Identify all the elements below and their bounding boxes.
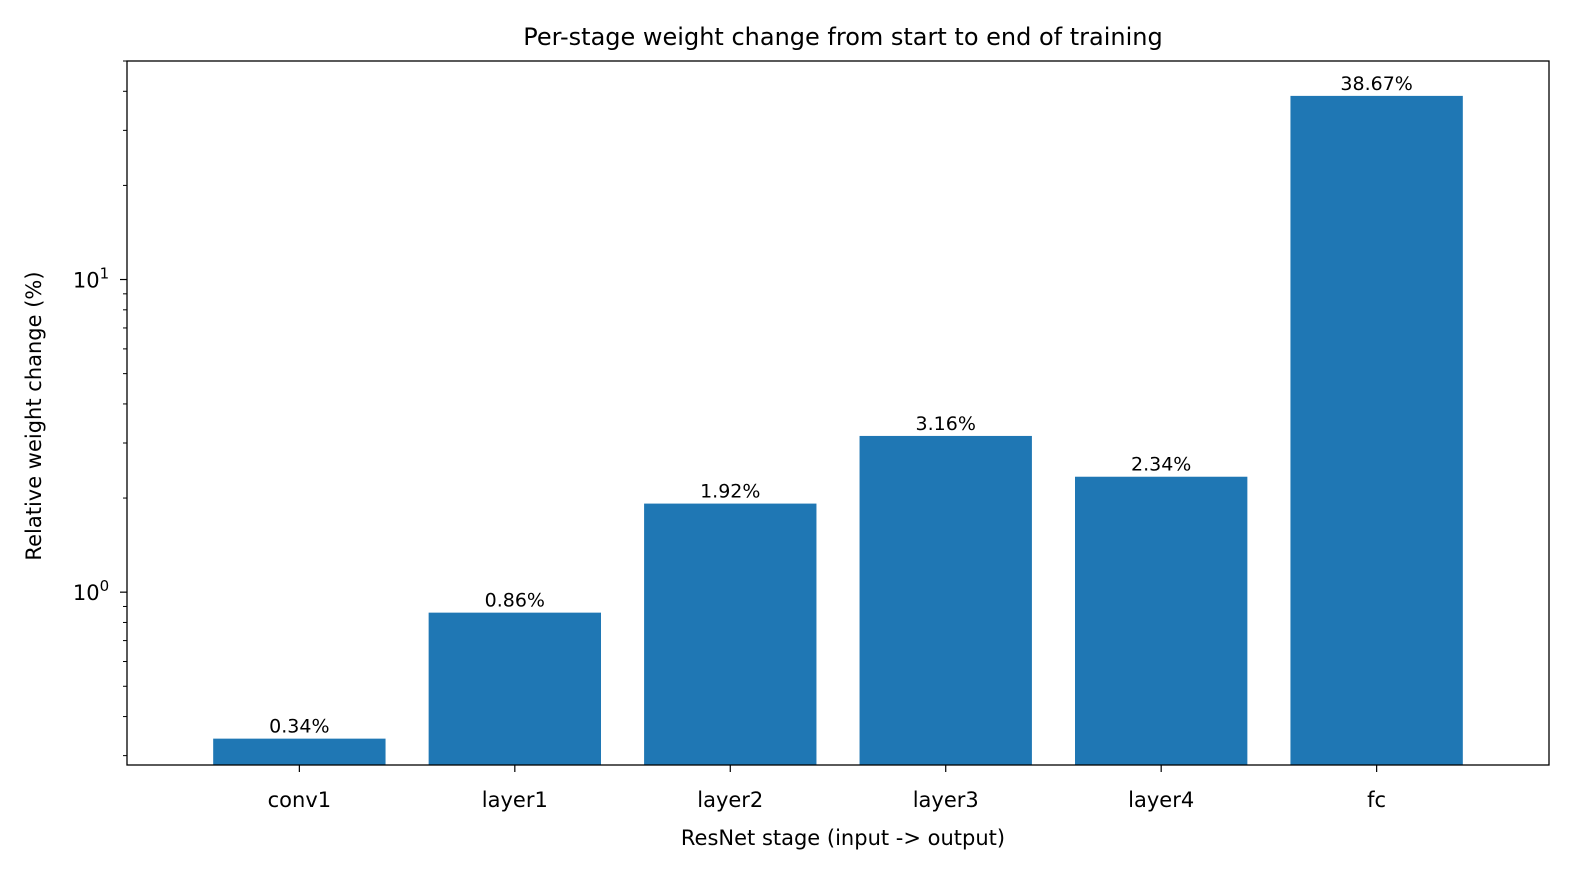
x-tick-label-layer1: layer1 (482, 788, 548, 812)
axes-frame (126, 60, 1550, 766)
bar-layer2 (644, 503, 817, 765)
y-tick-exponent: 0 (100, 577, 110, 595)
data-label-conv1: 0.34% (269, 716, 329, 738)
plot-area: 0.34% conv1 0.86% layer1 1.92% layer2 3.16% lay… (73, 60, 1550, 812)
x-axis-label: ResNet stage (input -> output) (681, 826, 1005, 850)
x-tick-label-layer4: layer4 (1128, 788, 1194, 812)
y-tick-label: 100 (73, 577, 109, 605)
data-label-layer2: 1.92% (700, 481, 760, 503)
bar-layer4 (1075, 476, 1248, 765)
data-label-layer1: 0.86% (485, 590, 545, 612)
x-tick-label-layer2: layer2 (697, 788, 763, 812)
y-tick-label: 101 (73, 265, 109, 293)
y-tick-base: 10 (73, 581, 100, 605)
x-tick-label-layer3: layer3 (913, 788, 979, 812)
y-axis-label: Relative weight change (%) (22, 271, 46, 560)
bar-fc (1290, 95, 1463, 766)
x-tick-label-fc: fc (1367, 788, 1386, 812)
data-label-fc: 38.67% (1340, 73, 1412, 95)
y-tick-exponent: 1 (100, 265, 110, 283)
data-label-layer4: 2.34% (1131, 454, 1191, 476)
bar-conv1 (213, 738, 386, 765)
data-label-layer3: 3.16% (916, 413, 976, 435)
chart-title: Per-stage weight change from start to en… (523, 23, 1162, 51)
x-tick-label-conv1: conv1 (268, 788, 332, 812)
bar-layer3 (859, 435, 1032, 765)
bar-layer1 (428, 612, 601, 765)
y-tick-base: 10 (73, 269, 100, 293)
